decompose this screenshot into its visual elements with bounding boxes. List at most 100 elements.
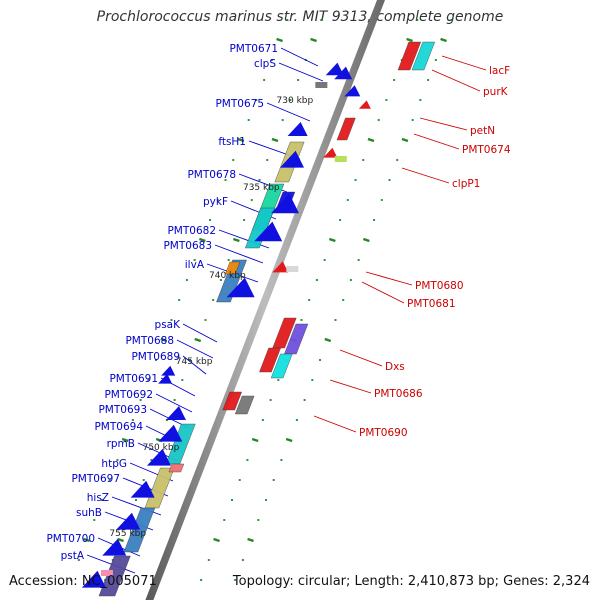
tick-mark xyxy=(121,437,129,443)
gene-block xyxy=(397,41,422,71)
gene-label-left: PMT0694 xyxy=(94,421,143,433)
scale-label: 740 kbp xyxy=(209,271,246,281)
gene-label-left: pykF xyxy=(203,196,228,208)
scale-label: 730 kbp xyxy=(277,96,314,106)
scale-label: 750 kbp xyxy=(143,443,180,453)
gene-arrow xyxy=(287,122,308,136)
leader-line-right xyxy=(361,281,405,304)
leader-line-left xyxy=(278,62,324,82)
tick-layer xyxy=(70,19,453,581)
leader-line-right xyxy=(365,271,413,286)
gene-arrow xyxy=(358,100,371,109)
leader-line-left xyxy=(214,244,264,264)
tick-mark xyxy=(213,537,220,543)
gene-block xyxy=(270,353,293,379)
gene-label-left: PMT0688 xyxy=(125,335,174,347)
gene-arrow xyxy=(116,512,141,530)
gene-arrow xyxy=(130,480,155,498)
gene-arrow xyxy=(146,448,171,466)
gene-label-right: clpP1 xyxy=(452,178,480,190)
leader-line-right xyxy=(339,349,383,367)
tick-mark xyxy=(271,137,279,143)
gene-arrow xyxy=(325,62,344,76)
left-inner-ticks xyxy=(104,19,323,581)
tick-mark xyxy=(310,37,317,43)
gene-arrow xyxy=(81,570,106,588)
gene-label-left: psaK xyxy=(155,319,182,331)
tick-mark xyxy=(367,137,375,143)
scale-label: 755 kbp xyxy=(109,529,146,539)
gene-block xyxy=(224,261,241,275)
gene-arrow xyxy=(102,538,127,556)
tick-mark xyxy=(232,237,240,243)
gene-label-left: PMT0697 xyxy=(71,473,120,485)
tick-mark xyxy=(83,537,90,543)
gene-label-left: htpG xyxy=(101,458,127,470)
backbone-layer xyxy=(145,0,385,600)
gene-block-small xyxy=(315,82,328,88)
gene-label-left: ftsH1 xyxy=(218,136,246,148)
tick-mark xyxy=(328,237,336,243)
leader-line-left xyxy=(218,229,270,249)
gene-block xyxy=(336,117,356,141)
gene-block xyxy=(411,41,436,71)
gene-label-left: ilvA xyxy=(185,259,205,271)
gene-label-right: PMT0681 xyxy=(407,298,456,310)
accession-text: Accession: NC_005071 xyxy=(9,574,157,589)
tick-mark xyxy=(198,237,206,243)
gene-block-small xyxy=(334,156,347,162)
tick-mark xyxy=(251,437,259,443)
gene-label-left: PMT0682 xyxy=(167,225,216,237)
gene-label-right: lacF xyxy=(489,65,510,77)
leader-line-right xyxy=(329,379,372,394)
gene-label-left: PMT0693 xyxy=(98,404,147,416)
leader-line-left xyxy=(280,47,319,67)
gene-block xyxy=(222,391,242,411)
scale-label: 735 kbp xyxy=(243,183,280,193)
tick-mark xyxy=(276,37,283,43)
gene-block xyxy=(216,259,247,303)
gene-label-left: PMT0700 xyxy=(46,533,95,545)
leader-line-right xyxy=(401,167,450,184)
gene-label-left: clpS xyxy=(254,58,276,70)
gene-label-left: PMT0675 xyxy=(215,98,264,110)
leader-line-right xyxy=(419,117,468,131)
gene-block xyxy=(244,207,276,249)
leader-line-right xyxy=(431,69,481,92)
gene-label-left: PMT0692 xyxy=(104,389,153,401)
gene-block xyxy=(259,347,281,373)
gene-label-left: PMT0678 xyxy=(187,169,236,181)
gene-block-small xyxy=(100,570,113,576)
gene-block xyxy=(234,395,255,415)
gene-block-small xyxy=(286,266,299,272)
left-outer-ticks xyxy=(70,19,289,581)
gene-label-right: PMT0686 xyxy=(374,388,423,400)
gene-label-left: PMT0689 xyxy=(131,351,180,363)
leader-line-left xyxy=(266,102,311,122)
leader-line-left xyxy=(176,339,214,359)
gene-label-left: suhB xyxy=(76,507,102,519)
gene-arrow xyxy=(323,147,338,158)
gene-arrow xyxy=(334,66,353,80)
gene-block xyxy=(284,323,309,355)
gene-label-left: PMT0691 xyxy=(109,373,158,385)
gene-label-right: purK xyxy=(483,86,509,98)
gene-arrow xyxy=(254,221,283,242)
gene-label-right: PMT0690 xyxy=(359,427,408,439)
gene-label-left: rpmB xyxy=(107,438,135,450)
gene-label-left: PMT0671 xyxy=(229,43,278,55)
gene-arrow xyxy=(271,193,300,214)
tick-mark xyxy=(117,537,124,543)
gene-label-right: PMT0680 xyxy=(415,280,464,292)
leader-line-left xyxy=(182,355,207,375)
leader-line-right xyxy=(313,415,357,433)
tick-mark xyxy=(194,337,202,343)
tick-mark xyxy=(160,337,168,343)
gene-arrow xyxy=(161,365,176,376)
tick-mark xyxy=(406,37,413,43)
leader-line-left xyxy=(155,393,193,413)
gene-arrow xyxy=(165,406,186,420)
tick-mark xyxy=(401,137,409,143)
gene-block xyxy=(168,463,185,473)
